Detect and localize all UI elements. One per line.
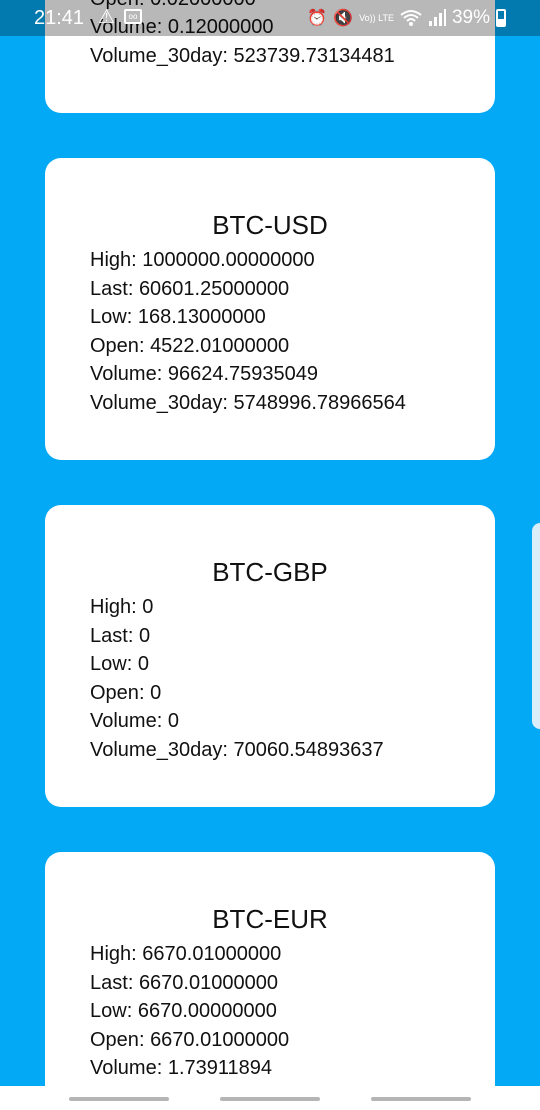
field-label: Volume_30day bbox=[90, 1086, 222, 1087]
nav-recents-button[interactable] bbox=[69, 1097, 169, 1101]
field-row-volume-30day: Volume_30day: 5748996.78966564 bbox=[90, 391, 406, 414]
field-label: Low bbox=[90, 653, 127, 675]
field-value: 96624.75935049 bbox=[167, 363, 318, 385]
field-label: Open bbox=[90, 1028, 139, 1051]
field-row-volume: Volume: 96624.75935049 bbox=[90, 363, 318, 385]
card-title: BTC-USD bbox=[212, 210, 328, 240]
field-value: 60601.25000000 bbox=[138, 277, 290, 300]
field-row-high: High: 1000000.00000000 bbox=[90, 249, 315, 271]
nav-back-button[interactable] bbox=[371, 1097, 471, 1101]
field-row-last: Last: 6670.01000000 bbox=[90, 971, 278, 994]
field-value: 0 bbox=[142, 596, 154, 618]
field-row-low: Low: 6670.00000000 bbox=[90, 1000, 277, 1022]
field-value: 6670.01000000 bbox=[138, 971, 278, 994]
field-value: 1.73911894 bbox=[167, 1057, 273, 1079]
scrollbar-thumb[interactable] bbox=[532, 523, 540, 729]
warning-icon: ⚠ bbox=[98, 7, 116, 28]
field-row-high: High: 0 bbox=[90, 596, 154, 618]
field-value: 168.13000000 bbox=[137, 306, 266, 328]
field-value: 0 bbox=[137, 653, 149, 675]
field-row-open: Open: 4522.01000000 bbox=[90, 334, 290, 357]
field-label: Open bbox=[90, 334, 139, 357]
nav-home-button[interactable] bbox=[220, 1097, 320, 1101]
navigation-bar bbox=[0, 1086, 540, 1110]
field-label: High bbox=[90, 943, 132, 965]
field-row-open: Open: 6670.01000000 bbox=[90, 1028, 290, 1051]
battery-percent: 39% bbox=[451, 7, 490, 28]
status-icons: ⏰ 🔇 Vo)) LTE 39% bbox=[307, 6, 506, 30]
field-label: Open bbox=[90, 681, 139, 704]
signal-icon bbox=[428, 9, 446, 26]
field-row: Volume_30day: 523739.73134481 bbox=[90, 44, 395, 67]
field-label: Volume bbox=[90, 363, 157, 385]
card-title: BTC-EUR bbox=[212, 904, 328, 934]
battery-icon bbox=[496, 9, 506, 27]
status-time: 21:41 bbox=[34, 7, 85, 29]
field-label: Open bbox=[90, 0, 139, 10]
field-label: Last bbox=[90, 971, 128, 994]
field-row-volume-30day: Volume_30day: 70060.54893637 bbox=[90, 738, 384, 761]
volte-icon: Vo)) LTE bbox=[359, 13, 394, 23]
field-value: 6670.00000000 bbox=[137, 1000, 277, 1022]
field-value: 0.12000000 bbox=[167, 16, 274, 38]
field-row-volume: Volume: 0 bbox=[90, 710, 179, 732]
ticker-card-btc-gbp[interactable]: BTC-GBP High: 0 Last: 0 Low: 0 Open: 0 V… bbox=[45, 505, 495, 807]
field-value: 6670.01000000 bbox=[142, 943, 282, 965]
card-fields: . . . Open: 0.02000000 Volume: 0.1200000… bbox=[90, 0, 395, 70]
field-row-high: High: 6670.01000000 bbox=[90, 943, 282, 965]
field-value: 0 bbox=[167, 710, 179, 732]
card-fields: High: 0 Last: 0 Low: 0 Open: 0 Volume: 0… bbox=[90, 593, 384, 764]
card-fields: High: 6670.01000000 Last: 6670.01000000 … bbox=[90, 940, 382, 1086]
field-value: 6670.01000000 bbox=[150, 1028, 290, 1051]
field-row-low: Low: 0 bbox=[90, 653, 149, 675]
field-row-last: Last: 0 bbox=[90, 624, 151, 647]
field-row-open: Open: 0 bbox=[90, 681, 162, 704]
field-value: 1000000.00000000 bbox=[142, 249, 315, 271]
status-bar: 21:41 ⚠ oo ⏰ 🔇 Vo)) LTE 39% bbox=[0, 0, 540, 36]
field-label: Low bbox=[90, 1000, 127, 1022]
field-value: 5748996.78966564 bbox=[233, 391, 406, 414]
field-value: 0.02000000 bbox=[150, 0, 256, 10]
alarm-icon: ⏰ bbox=[307, 10, 328, 27]
field-label: High bbox=[90, 596, 132, 618]
field-row-volume-30day: Volume_30day: 24774.01139144 bbox=[90, 1083, 382, 1087]
field-value: 24774.01139144 bbox=[233, 1086, 382, 1087]
field-value: 523739.73134481 bbox=[233, 44, 395, 67]
field-row-volume: Volume: 1.73911894 bbox=[90, 1057, 273, 1079]
field-value: 0 bbox=[150, 681, 162, 704]
field-label: Volume_30day bbox=[90, 44, 223, 67]
field-label: Low bbox=[90, 306, 127, 328]
field-label: Volume bbox=[90, 710, 157, 732]
field-label: Volume_30day bbox=[90, 391, 223, 414]
mute-icon: 🔇 bbox=[333, 10, 354, 27]
field-label: Volume_30day bbox=[90, 738, 223, 761]
field-label: Volume bbox=[90, 1057, 157, 1079]
field-value: 70060.54893637 bbox=[233, 738, 384, 761]
ticker-card-btc-eur[interactable]: BTC-EUR High: 6670.01000000 Last: 6670.0… bbox=[45, 852, 495, 1086]
card-fields: High: 1000000.00000000 Last: 60601.25000… bbox=[90, 246, 406, 417]
field-value: 0 bbox=[138, 624, 151, 647]
wifi-icon bbox=[400, 10, 422, 26]
field-row-last: Last: 60601.25000000 bbox=[90, 277, 290, 300]
ticker-card-btc-usd[interactable]: BTC-USD High: 1000000.00000000 Last: 606… bbox=[45, 158, 495, 460]
field-label: Last bbox=[90, 277, 128, 300]
field-value: 4522.01000000 bbox=[150, 334, 290, 357]
field-label: High bbox=[90, 249, 132, 271]
card-title: BTC-GBP bbox=[212, 557, 328, 587]
field-row: Open: 0.02000000 bbox=[90, 0, 395, 13]
field-row-low: Low: 168.13000000 bbox=[90, 306, 266, 328]
ticker-list[interactable]: . . . Open: 0.02000000 Volume: 0.1200000… bbox=[0, 0, 540, 1086]
ticker-card[interactable]: . . . Open: 0.02000000 Volume: 0.1200000… bbox=[45, 0, 495, 113]
voicemail-icon: oo bbox=[124, 9, 142, 24]
field-label: Last bbox=[90, 624, 128, 647]
